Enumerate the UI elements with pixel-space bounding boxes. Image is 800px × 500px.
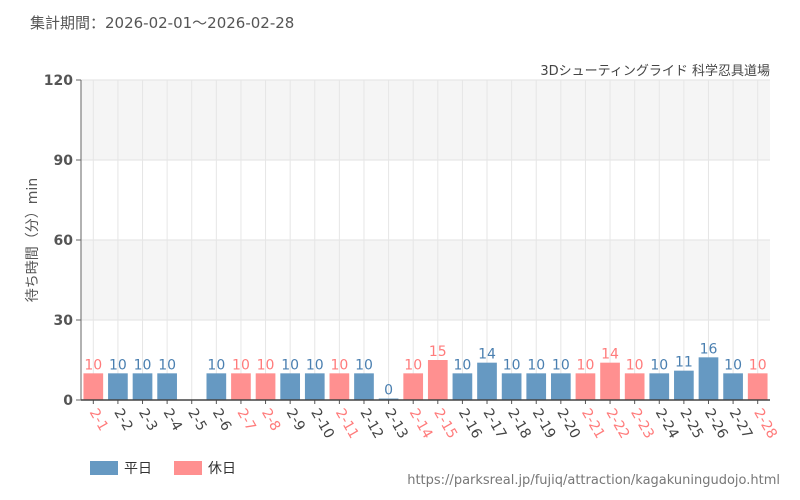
bar-2-14	[403, 373, 424, 400]
data-label-2-21: 10	[577, 357, 595, 373]
data-label-2-18: 10	[503, 357, 521, 373]
bar-2-6	[206, 373, 227, 400]
x-tick-label-2-2: 2-2	[110, 406, 135, 434]
x-tick-label-2-11: 2-11	[332, 406, 362, 442]
x-tick-label-2-16: 2-16	[455, 406, 485, 442]
x-tick-label-2-4: 2-4	[160, 406, 185, 434]
legend: 平日 休日	[90, 458, 236, 478]
grid-band	[81, 80, 770, 160]
bar-2-12	[354, 373, 374, 400]
bar-2-17	[477, 362, 497, 400]
legend-swatch-weekday	[90, 461, 118, 475]
x-tick-label-2-21: 2-21	[578, 406, 608, 442]
bar-2-10	[304, 373, 325, 400]
x-tick-label-2-3: 2-3	[135, 406, 160, 434]
data-label-2-6: 10	[207, 357, 225, 373]
x-tick-label-2-28: 2-28	[750, 406, 780, 442]
period-label: 集計期間：2026-02-01～2026-02-28	[30, 14, 295, 32]
x-tick-label-2-18: 2-18	[504, 406, 534, 442]
bar-2-18	[501, 373, 522, 400]
data-label-2-23: 10	[626, 357, 644, 373]
bar-2-22	[600, 362, 620, 400]
attraction-name: 3Dシューティングライド 科学忍具道場	[540, 64, 770, 79]
y-tick-label: 120	[44, 73, 73, 89]
x-tick-label-2-10: 2-10	[307, 406, 337, 442]
x-tick-label-2-12: 2-12	[357, 406, 387, 442]
bar-2-16	[452, 373, 473, 400]
legend-swatch-holiday	[174, 461, 202, 475]
bar-2-21	[575, 373, 596, 400]
bar-2-15	[427, 360, 448, 400]
data-label-2-28: 10	[749, 357, 767, 373]
bar-2-3	[132, 373, 153, 400]
data-label-2-24: 10	[650, 357, 668, 373]
source-url[interactable]: https://parksreal.jp/fujiq/attraction/ka…	[407, 473, 780, 488]
data-label-2-19: 10	[527, 357, 545, 373]
data-label-2-10: 10	[306, 357, 324, 373]
bar-2-4	[157, 373, 177, 400]
bar-2-24	[649, 373, 670, 400]
x-tick-label-2-22: 2-22	[603, 406, 633, 442]
x-tick-label-2-8: 2-8	[258, 406, 283, 434]
bar-2-8	[255, 373, 276, 400]
data-label-2-1: 10	[84, 357, 102, 373]
y-tick-label: 0	[63, 393, 73, 409]
data-label-2-22: 14	[601, 347, 619, 363]
data-label-2-13: 0	[384, 383, 393, 399]
y-tick-label: 30	[54, 313, 74, 329]
legend-holiday[interactable]: 休日	[174, 458, 236, 478]
bar-2-25	[674, 370, 694, 400]
x-tick-label-2-26: 2-26	[701, 406, 731, 442]
x-tick-label-2-6: 2-6	[209, 406, 234, 434]
bar-2-28	[747, 373, 768, 400]
data-label-2-12: 10	[355, 357, 373, 373]
y-tick-label: 90	[54, 153, 74, 169]
data-label-2-14: 10	[404, 357, 422, 373]
data-label-2-7: 10	[232, 357, 250, 373]
data-label-2-26: 16	[700, 341, 718, 357]
x-tick-label-2-15: 2-15	[430, 406, 460, 442]
x-tick-label-2-5: 2-5	[184, 406, 209, 434]
data-label-2-25: 11	[675, 355, 693, 371]
x-tick-label-2-14: 2-14	[406, 406, 436, 442]
data-label-2-15: 15	[429, 344, 447, 360]
legend-label: 平日	[124, 461, 152, 477]
data-label-2-3: 10	[134, 357, 152, 373]
bar-2-19	[526, 373, 547, 400]
bar-2-11	[329, 373, 350, 400]
bar-2-26	[698, 357, 719, 400]
x-tick-label-2-20: 2-20	[553, 406, 583, 442]
data-label-2-9: 10	[281, 357, 299, 373]
x-tick-label-2-25: 2-25	[676, 406, 706, 442]
data-label-2-2: 10	[109, 357, 127, 373]
data-label-2-4: 10	[158, 357, 176, 373]
legend-label: 休日	[208, 461, 236, 477]
x-tick-label-2-1: 2-1	[86, 406, 111, 434]
data-label-2-16: 10	[453, 357, 471, 373]
bar-2-20	[550, 373, 571, 400]
x-tick-label-2-13: 2-13	[381, 406, 411, 442]
x-tick-label-2-7: 2-7	[233, 406, 258, 434]
x-tick-label-2-17: 2-17	[480, 406, 510, 442]
data-label-2-11: 10	[330, 357, 348, 373]
x-tick-label-2-24: 2-24	[652, 406, 682, 442]
x-tick-label-2-27: 2-27	[726, 406, 756, 442]
bar-2-2	[108, 373, 128, 400]
data-label-2-20: 10	[552, 357, 570, 373]
bar-2-23	[624, 373, 645, 400]
bar-2-1	[83, 373, 104, 400]
data-label-2-27: 10	[724, 357, 742, 373]
bar-2-27	[723, 373, 743, 400]
y-tick-label: 60	[54, 233, 74, 249]
legend-weekday[interactable]: 平日	[90, 458, 152, 478]
x-tick-label-2-19: 2-19	[529, 406, 559, 442]
grid-band	[81, 240, 770, 320]
x-tick-label-2-9: 2-9	[283, 406, 308, 434]
data-label-2-17: 14	[478, 347, 496, 363]
x-tick-label-2-23: 2-23	[627, 406, 657, 442]
bar-2-9	[280, 373, 301, 400]
data-label-2-8: 10	[257, 357, 275, 373]
bar-2-7	[231, 373, 251, 400]
